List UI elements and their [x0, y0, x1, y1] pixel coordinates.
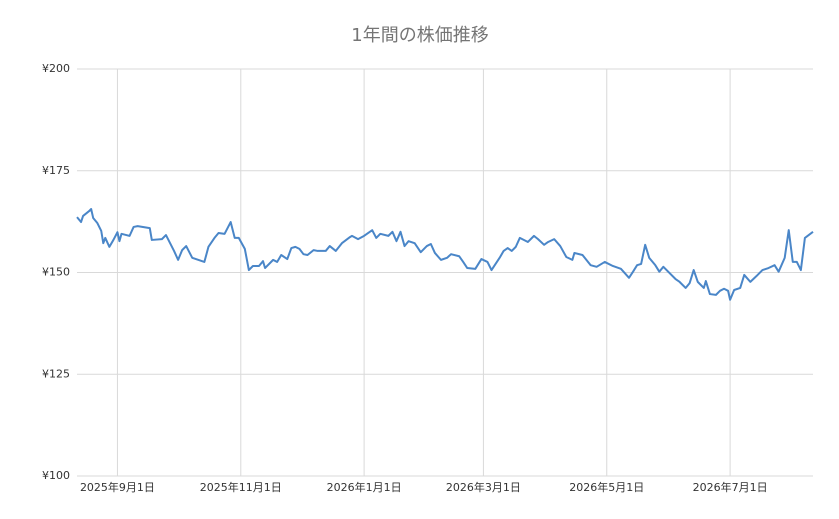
- y-tick-label: ¥150: [42, 266, 70, 279]
- y-tick-label: ¥175: [42, 164, 70, 177]
- x-tick-label: 2025年9月1日: [80, 480, 155, 494]
- x-tick-label: 2026年1月1日: [327, 480, 402, 494]
- x-tick-label: 2026年7月1日: [693, 480, 768, 494]
- x-tick-label: 2025年11月1日: [200, 480, 282, 494]
- grid: [77, 68, 813, 477]
- y-tick-label: ¥100: [42, 469, 70, 482]
- chart-title: 1年間の株価推移: [351, 25, 488, 46]
- x-tick-label: 2026年5月1日: [569, 480, 644, 494]
- y-tick-label: ¥125: [42, 367, 70, 380]
- data-line: [76, 208, 814, 301]
- y-tick-label: ¥200: [42, 62, 70, 75]
- x-tick-label: 2026年3月1日: [446, 480, 521, 494]
